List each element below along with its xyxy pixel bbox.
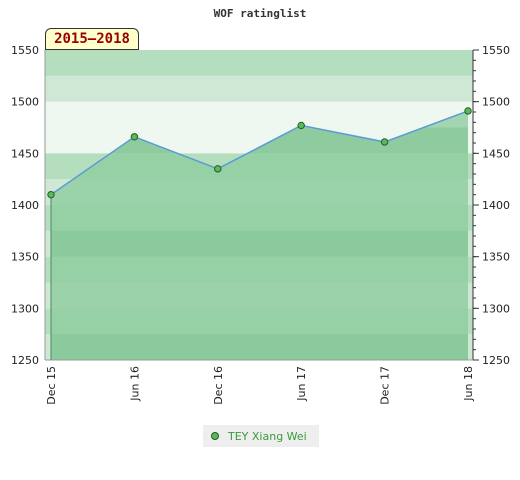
- y-tick-label-left: 1350: [11, 251, 39, 264]
- x-tick-label: Dec 17: [379, 366, 392, 405]
- chart-title: WOF ratinglist: [214, 7, 307, 20]
- background-band: [45, 75, 473, 102]
- legend[interactable]: TEY Xiang Wei: [203, 425, 319, 447]
- data-point: [464, 107, 472, 115]
- data-point: [214, 165, 222, 173]
- x-tick-label: Dec 16: [212, 366, 225, 405]
- data-point: [47, 190, 55, 199]
- y-tick-label-right: 1550: [482, 44, 510, 57]
- legend-marker: [211, 432, 219, 440]
- legend-label: TEY Xiang Wei: [228, 429, 307, 443]
- y-tick-label-right: 1450: [482, 147, 510, 160]
- axes: 1250 1250 1300 1300 1350 1350 1400 1400 1450 1450…: [11, 44, 510, 405]
- x-tick-label: Jun 17: [295, 366, 308, 402]
- y-tick-label-right: 1250: [482, 354, 510, 367]
- background-band: [45, 50, 473, 76]
- y-tick-label-right: 1500: [482, 96, 510, 109]
- area-stripe: [51, 230, 468, 257]
- x-tick-label: Jun 16: [128, 366, 141, 402]
- y-tick-label-left: 1300: [11, 302, 39, 315]
- y-tick-label-right: 1400: [482, 199, 510, 212]
- y-tick-label-right: 1300: [482, 302, 510, 315]
- y-tick-label-left: 1400: [11, 199, 39, 212]
- y-tick-label-left: 1550: [11, 44, 39, 57]
- area-stripe: [51, 334, 468, 360]
- data-marks: [47, 107, 472, 360]
- x-tick-label: Dec 15: [45, 366, 58, 405]
- y-tick-label-left: 1500: [11, 96, 39, 109]
- series-line: [50, 110, 469, 196]
- y-tick-label-left: 1450: [11, 147, 39, 160]
- series-area: [51, 110, 468, 360]
- period-label: 2015—2018: [45, 28, 139, 50]
- data-point: [380, 138, 389, 146]
- x-tick-label: Jun 18: [462, 366, 475, 402]
- data-point: [130, 133, 139, 141]
- data-point: [297, 121, 305, 130]
- y-tick-label-right: 1350: [482, 251, 510, 264]
- y-tick-label-left: 1250: [11, 354, 39, 367]
